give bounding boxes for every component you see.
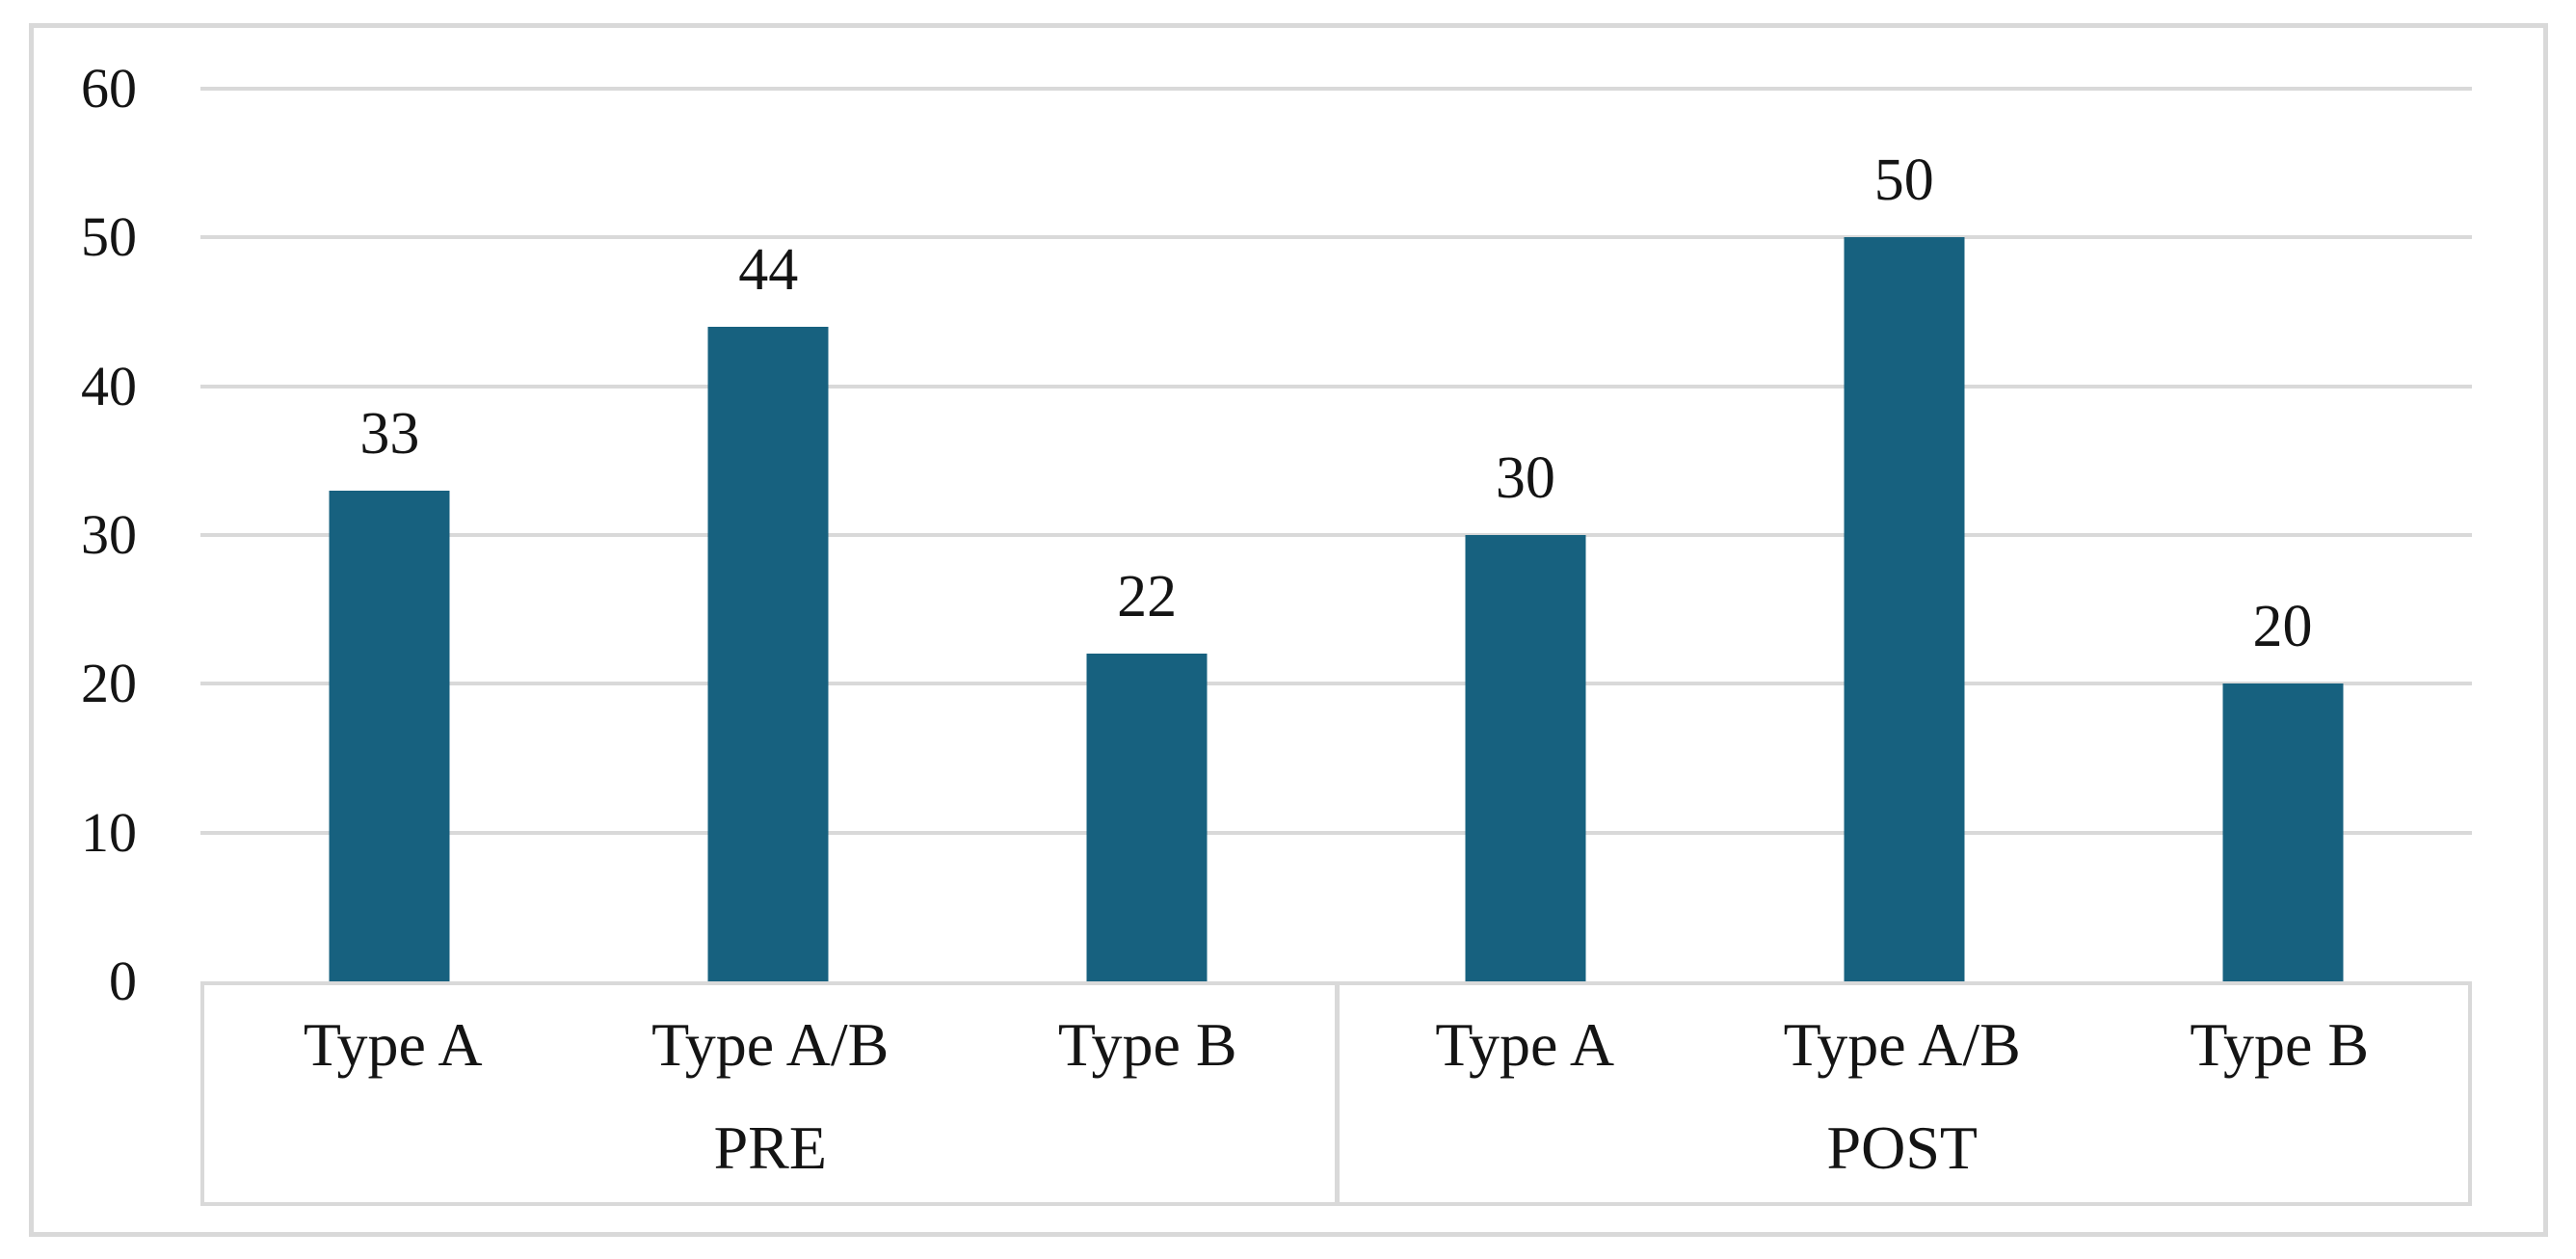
bar bbox=[2222, 683, 2344, 981]
category-label: Type B bbox=[2190, 1009, 2370, 1079]
group-row: PRE POST bbox=[204, 1094, 2468, 1203]
category-axis-box: Type A Type A/B Type B Type A Type A/B Type B… bbox=[200, 981, 2472, 1206]
bar bbox=[1086, 654, 1208, 981]
bar-slot: 33 bbox=[200, 89, 579, 981]
category-label: Type B bbox=[1057, 1009, 1237, 1079]
bar-value-label: 30 bbox=[1495, 445, 1555, 511]
y-tick-label-10: 10 bbox=[81, 800, 137, 864]
gridline-10 bbox=[200, 830, 2472, 835]
group-label-post: POST bbox=[1826, 1112, 1978, 1182]
category-label: Type A/B bbox=[651, 1009, 890, 1079]
bar-slot: 22 bbox=[958, 89, 1337, 981]
category-label: Type A bbox=[303, 1009, 483, 1079]
bar-slot: 20 bbox=[2093, 89, 2472, 981]
bar-value-label: 22 bbox=[1117, 564, 1178, 630]
bar-value-label: 44 bbox=[738, 236, 799, 303]
bar-value-label: 20 bbox=[2252, 594, 2313, 660]
plot-area: 33 44 22 30 50 20 bbox=[200, 87, 2472, 981]
y-tick-label-20: 20 bbox=[81, 652, 137, 715]
bar-slot: 44 bbox=[579, 89, 958, 981]
gridline-50 bbox=[200, 235, 2472, 240]
category-label: Type A bbox=[1435, 1009, 1615, 1079]
bar bbox=[1844, 237, 1965, 981]
category-label: Type A/B bbox=[1783, 1009, 2021, 1079]
gridline-20 bbox=[200, 682, 2472, 686]
y-tick-label-60: 60 bbox=[81, 57, 137, 120]
bar bbox=[1465, 535, 1586, 981]
gridline-60 bbox=[200, 87, 2472, 91]
bar-slot: 50 bbox=[1714, 89, 2093, 981]
y-tick-label-0: 0 bbox=[109, 950, 137, 1012]
bar-slot: 30 bbox=[1336, 89, 1714, 981]
gridline-40 bbox=[200, 384, 2472, 388]
bar bbox=[329, 490, 450, 981]
y-tick-label-30: 30 bbox=[81, 503, 137, 566]
gridline-30 bbox=[200, 533, 2472, 537]
group-label-pre: PRE bbox=[713, 1112, 827, 1182]
bar bbox=[707, 326, 829, 981]
bar-value-label: 33 bbox=[359, 400, 420, 467]
y-tick-label-50: 50 bbox=[81, 205, 137, 269]
y-tick-label-40: 40 bbox=[81, 354, 137, 417]
category-row: Type A Type A/B Type B Type A Type A/B Type B bbox=[204, 985, 2468, 1094]
group-divider-line bbox=[1334, 985, 1340, 1202]
bar-value-label: 50 bbox=[1873, 147, 1934, 214]
